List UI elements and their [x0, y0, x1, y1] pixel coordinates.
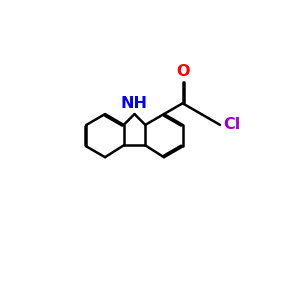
Text: O: O: [176, 64, 189, 80]
Text: NH: NH: [121, 96, 148, 111]
Text: Cl: Cl: [223, 117, 240, 132]
